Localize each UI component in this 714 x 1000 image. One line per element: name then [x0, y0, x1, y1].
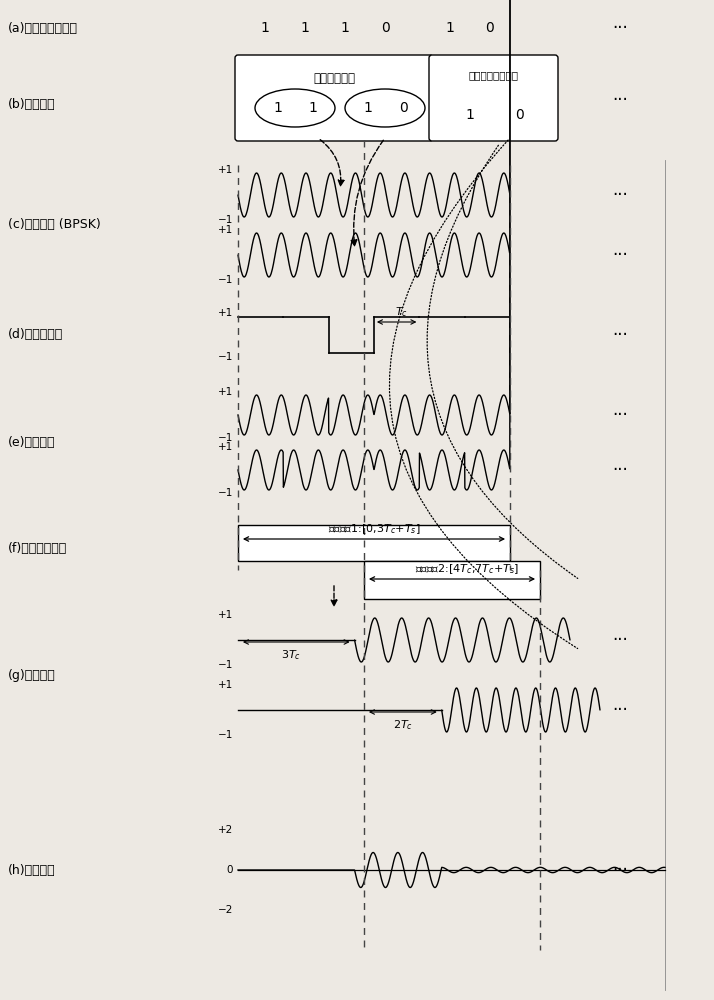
Text: ···: ··· — [612, 461, 628, 479]
Text: −1: −1 — [218, 352, 233, 362]
Text: (a)预调二进制数据: (a)预调二进制数据 — [8, 21, 78, 34]
Text: ···: ··· — [612, 631, 628, 649]
FancyBboxPatch shape — [235, 55, 433, 141]
Text: $3T_c$: $3T_c$ — [281, 648, 301, 662]
Text: ···: ··· — [612, 186, 628, 204]
Text: +1: +1 — [218, 308, 233, 318]
Text: 波形参数预调数据: 波形参数预调数据 — [468, 70, 518, 80]
Text: (h)叠加输出: (h)叠加输出 — [8, 863, 56, 876]
Text: ···: ··· — [612, 406, 628, 424]
Text: +1: +1 — [218, 442, 233, 452]
Text: 1: 1 — [301, 21, 309, 35]
Text: 1: 1 — [466, 108, 474, 122]
Text: (e)直扩调制: (e)直扩调制 — [8, 436, 56, 449]
Text: ···: ··· — [612, 19, 628, 37]
FancyBboxPatch shape — [429, 55, 558, 141]
Text: $2T_c$: $2T_c$ — [393, 718, 413, 732]
Text: 1: 1 — [341, 21, 349, 35]
Text: −1: −1 — [218, 660, 233, 670]
Text: 1: 1 — [446, 21, 454, 35]
Ellipse shape — [255, 89, 335, 127]
Text: (g)位置调制: (g)位置调制 — [8, 668, 56, 682]
Text: (f)调制区间划分: (f)调制区间划分 — [8, 542, 67, 554]
Text: −1: −1 — [218, 275, 233, 285]
Text: 0: 0 — [516, 108, 524, 122]
Text: −1: −1 — [218, 215, 233, 225]
Text: (c)数字调制 (BPSK): (c)数字调制 (BPSK) — [8, 219, 101, 232]
Text: +1: +1 — [218, 387, 233, 397]
Text: ···: ··· — [612, 91, 628, 109]
Text: 0: 0 — [486, 21, 494, 35]
Text: −1: −1 — [218, 433, 233, 443]
Bar — [238, 525, 510, 561]
Text: ···: ··· — [612, 861, 628, 879]
Text: +2: +2 — [218, 825, 233, 835]
Text: 1: 1 — [273, 101, 283, 115]
Text: 调制区间2:[4$T_c$,7$T_c$+$T_s$]: 调制区间2:[4$T_c$,7$T_c$+$T_s$] — [415, 562, 519, 576]
Text: 位置预调数据: 位置预调数据 — [313, 72, 355, 85]
Text: ···: ··· — [612, 701, 628, 719]
Text: 0: 0 — [398, 101, 408, 115]
Text: 1: 1 — [363, 101, 373, 115]
Text: 1: 1 — [261, 21, 269, 35]
Text: −1: −1 — [218, 730, 233, 740]
Text: ···: ··· — [612, 246, 628, 264]
Text: 调制区间1:[0,3$T_c$+$T_s$]: 调制区间1:[0,3$T_c$+$T_s$] — [328, 522, 421, 536]
Text: 0: 0 — [226, 865, 233, 875]
Text: +1: +1 — [218, 680, 233, 690]
Text: $T_c$: $T_c$ — [395, 305, 408, 319]
Text: +1: +1 — [218, 610, 233, 620]
Bar — [364, 561, 540, 599]
Text: −1: −1 — [218, 488, 233, 498]
Text: (d)扩频码序列: (d)扩频码序列 — [8, 328, 64, 342]
Ellipse shape — [345, 89, 425, 127]
Text: +1: +1 — [218, 165, 233, 175]
Text: −2: −2 — [218, 905, 233, 915]
Text: 1: 1 — [308, 101, 318, 115]
Text: ···: ··· — [612, 326, 628, 344]
Text: +1: +1 — [218, 225, 233, 235]
Text: (b)数据分组: (b)数据分组 — [8, 99, 56, 111]
Text: 0: 0 — [381, 21, 389, 35]
